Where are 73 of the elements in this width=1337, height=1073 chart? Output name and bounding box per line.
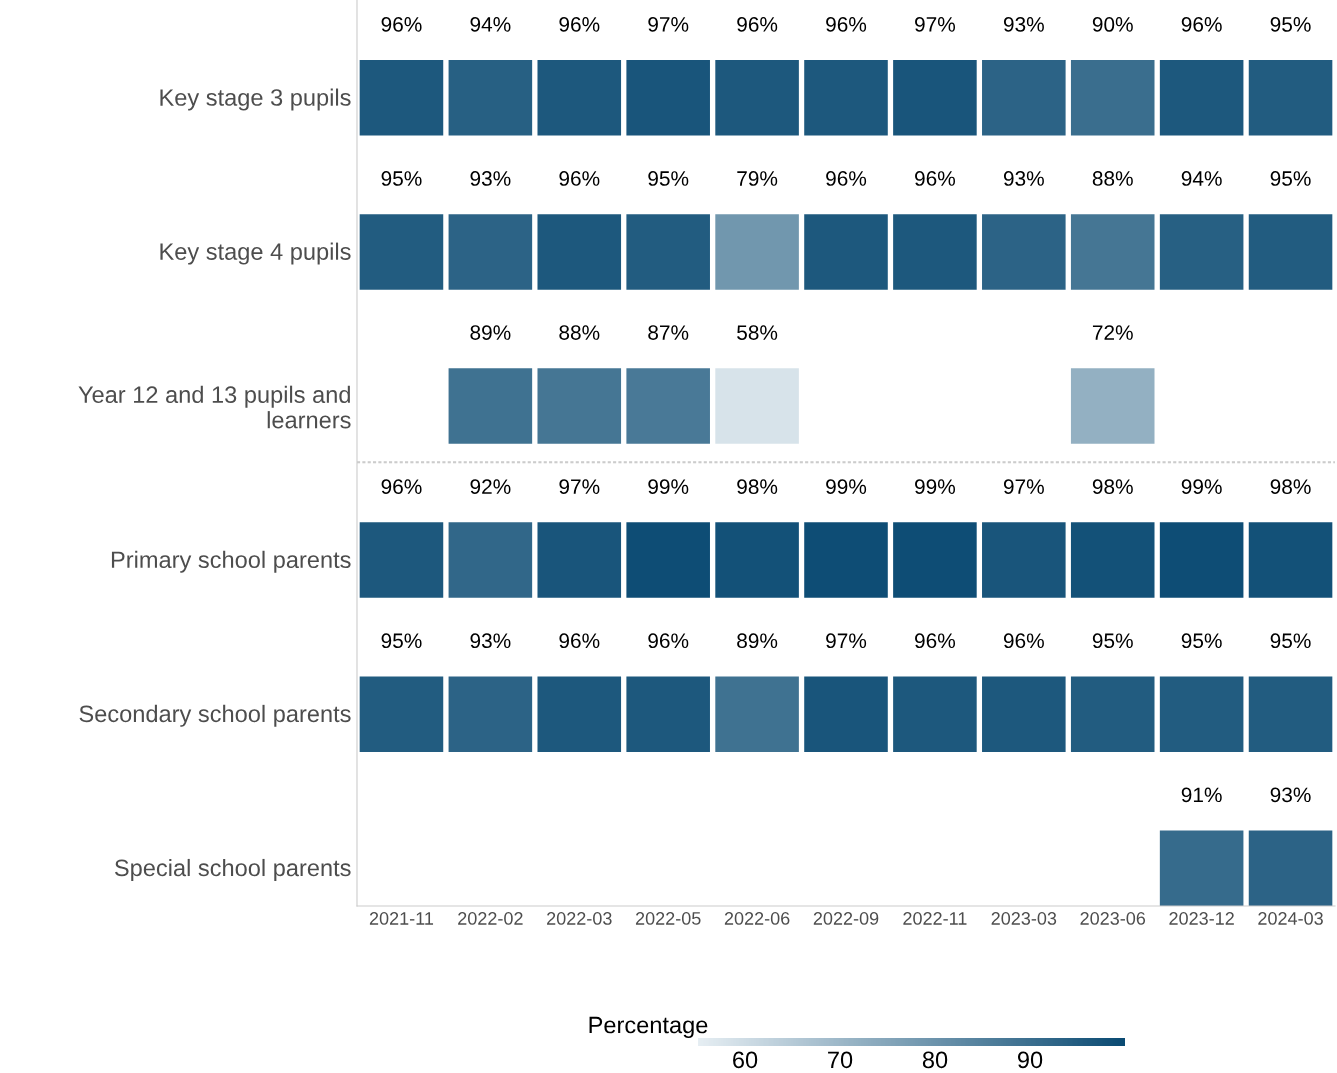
data-label: 95% xyxy=(648,171,689,186)
data-label: 97% xyxy=(826,633,867,649)
data-label: 96% xyxy=(559,171,600,186)
y-tick-label: Year 12 and 13 pupils and learners xyxy=(78,385,351,429)
data-label: 95% xyxy=(1092,633,1133,649)
x-tick-label: 2021-11 xyxy=(369,912,434,925)
data-label: 93% xyxy=(1003,171,1044,186)
x-tick-label: 2022-03 xyxy=(547,912,612,925)
data-label: 93% xyxy=(470,171,511,186)
data-label: 96% xyxy=(915,171,956,186)
data-label: 97% xyxy=(915,17,956,32)
data-label: 96% xyxy=(559,17,600,32)
data-label: 95% xyxy=(381,633,422,649)
data-label: 91% xyxy=(1181,787,1222,803)
data-label: 96% xyxy=(826,17,867,32)
data-label: 95% xyxy=(381,171,422,186)
color-bar-label: 90 xyxy=(1017,1051,1043,1069)
data-label: 99% xyxy=(826,479,867,495)
data-label: 98% xyxy=(1092,479,1133,495)
data-label: 95% xyxy=(1270,171,1311,186)
x-tick-label: 2022-06 xyxy=(724,912,790,925)
data-label: 94% xyxy=(470,17,511,32)
x-tick-label: 2022-11 xyxy=(903,912,967,925)
data-label: 96% xyxy=(648,633,689,649)
y-tick-label: Secondary school parents xyxy=(79,704,351,727)
x-tick-label: 2022-05 xyxy=(635,912,701,925)
data-label: 97% xyxy=(1003,479,1044,495)
data-label: 99% xyxy=(915,479,956,495)
data-label: 90% xyxy=(1092,17,1133,32)
x-tick-label: 2023-03 xyxy=(991,912,1057,925)
data-label: 92% xyxy=(470,479,511,495)
y-tick-label: Key stage 4 pupils xyxy=(160,242,351,265)
data-label: 98% xyxy=(1270,479,1311,495)
data-label: 99% xyxy=(1181,479,1222,495)
data-label: 96% xyxy=(381,479,422,495)
data-label: 95% xyxy=(1181,633,1222,649)
data-label: 96% xyxy=(915,633,956,649)
data-label: 96% xyxy=(1003,633,1044,649)
data-label: 97% xyxy=(648,17,689,32)
data-label: 93% xyxy=(1003,17,1044,32)
data-label: 96% xyxy=(1181,17,1222,32)
data-label: 97% xyxy=(559,479,600,495)
x-tick-label: 2022-09 xyxy=(813,912,879,925)
data-label: 95% xyxy=(1270,633,1311,649)
data-label: 72% xyxy=(1092,325,1133,340)
color-bar-label: 80 xyxy=(922,1051,948,1069)
color-bar-label: 70 xyxy=(828,1051,853,1069)
data-label: 79% xyxy=(737,171,778,186)
data-label: 96% xyxy=(559,633,600,649)
data-label: 96% xyxy=(381,17,422,32)
data-label: 89% xyxy=(470,325,511,340)
x-tick-label: 2023-06 xyxy=(1080,912,1146,925)
data-label: 98% xyxy=(737,479,778,495)
data-label: 87% xyxy=(648,325,689,340)
data-label: 58% xyxy=(737,325,778,340)
data-label: 96% xyxy=(737,17,778,32)
y-tick-label: Special school parents xyxy=(114,858,351,881)
data-label: 93% xyxy=(470,633,511,649)
data-label: 94% xyxy=(1181,171,1222,186)
x-tick-label: 2024-03 xyxy=(1258,912,1323,925)
y-tick-label: Primary school parents xyxy=(111,550,351,573)
color-bar-title: Percentage xyxy=(589,1016,708,1039)
x-tick-label: 2022-02 xyxy=(458,912,523,925)
data-label: 88% xyxy=(1092,171,1133,186)
y-tick-label: Key stage 3 pupils xyxy=(160,88,351,111)
x-tick-label: 2023-12 xyxy=(1169,912,1234,925)
color-bar-label: 60 xyxy=(733,1051,758,1069)
data-label: 96% xyxy=(826,171,867,186)
data-label: 89% xyxy=(737,633,778,649)
data-label: 88% xyxy=(559,325,600,340)
data-label: 95% xyxy=(1270,17,1311,32)
data-label: 99% xyxy=(648,479,689,495)
data-label: 93% xyxy=(1270,787,1311,803)
